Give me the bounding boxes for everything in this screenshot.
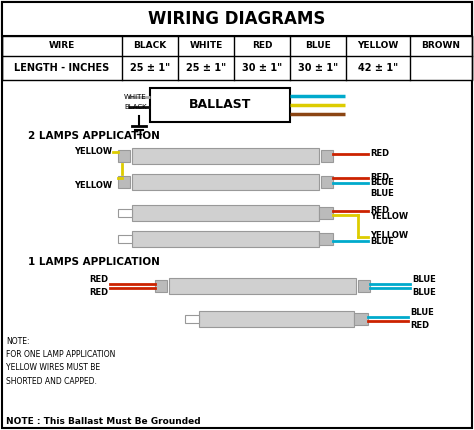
Text: WIRING DIAGRAMS: WIRING DIAGRAMS xyxy=(148,10,326,28)
Text: BLUE: BLUE xyxy=(412,275,436,284)
Text: BROWN: BROWN xyxy=(421,42,461,50)
Bar xyxy=(132,205,319,221)
Text: BLACK: BLACK xyxy=(133,42,167,50)
Bar xyxy=(319,233,333,245)
Text: RED: RED xyxy=(370,206,389,215)
Bar xyxy=(185,315,199,323)
Text: 2 LAMPS APPLICATION: 2 LAMPS APPLICATION xyxy=(28,131,160,141)
Text: BLUE: BLUE xyxy=(305,42,331,50)
Bar xyxy=(132,231,319,247)
Text: WIRE: WIRE xyxy=(49,42,75,50)
Text: BLUE: BLUE xyxy=(410,308,434,317)
Text: WHITE: WHITE xyxy=(124,94,147,100)
Bar xyxy=(118,209,132,217)
Text: 42 ± 1": 42 ± 1" xyxy=(358,63,398,73)
Bar xyxy=(354,313,368,325)
Text: YELLOW: YELLOW xyxy=(357,42,399,50)
Bar xyxy=(319,207,333,218)
Bar xyxy=(132,174,319,190)
Bar xyxy=(118,176,130,187)
Text: BLACK: BLACK xyxy=(124,104,147,110)
Bar xyxy=(321,176,333,187)
Text: RED: RED xyxy=(252,42,272,50)
Text: WHITE: WHITE xyxy=(190,42,223,50)
Text: 25 ± 1": 25 ± 1" xyxy=(130,63,170,73)
Bar xyxy=(199,311,354,327)
Bar xyxy=(2,36,472,80)
Text: YELLOW: YELLOW xyxy=(74,147,112,157)
Text: YELLOW: YELLOW xyxy=(370,231,408,240)
Text: YELLOW: YELLOW xyxy=(370,212,408,221)
Bar xyxy=(155,280,167,292)
Text: BALLAST: BALLAST xyxy=(189,98,251,111)
Text: RED: RED xyxy=(370,173,389,182)
Text: BLUE: BLUE xyxy=(370,178,394,187)
Text: 30 ± 1": 30 ± 1" xyxy=(242,63,282,73)
Bar xyxy=(321,150,333,162)
Text: LENGTH - INCHES: LENGTH - INCHES xyxy=(14,63,109,73)
Text: 30 ± 1": 30 ± 1" xyxy=(298,63,338,73)
Bar xyxy=(132,148,319,164)
Text: NOTE:
FOR ONE LAMP APPLICATION
YELLOW WIRES MUST BE
SHORTED AND CAPPED.: NOTE: FOR ONE LAMP APPLICATION YELLOW WI… xyxy=(6,337,115,386)
Text: RED: RED xyxy=(89,275,108,284)
Bar xyxy=(2,2,472,36)
Bar xyxy=(169,278,356,294)
Bar xyxy=(118,235,132,243)
Text: RED: RED xyxy=(410,321,429,330)
Text: NOTE : This Ballast Must Be Grounded: NOTE : This Ballast Must Be Grounded xyxy=(6,418,201,427)
Text: BLUE: BLUE xyxy=(412,288,436,297)
Text: BLUE: BLUE xyxy=(370,237,394,246)
Text: YELLOW: YELLOW xyxy=(74,181,112,190)
Text: RED: RED xyxy=(370,149,389,158)
Text: BLUE: BLUE xyxy=(370,188,394,197)
Bar xyxy=(358,280,370,292)
Bar xyxy=(150,88,290,122)
Text: 1 LAMPS APPLICATION: 1 LAMPS APPLICATION xyxy=(28,257,160,267)
Text: RED: RED xyxy=(89,288,108,297)
Text: 25 ± 1": 25 ± 1" xyxy=(186,63,226,73)
Bar xyxy=(118,150,130,162)
